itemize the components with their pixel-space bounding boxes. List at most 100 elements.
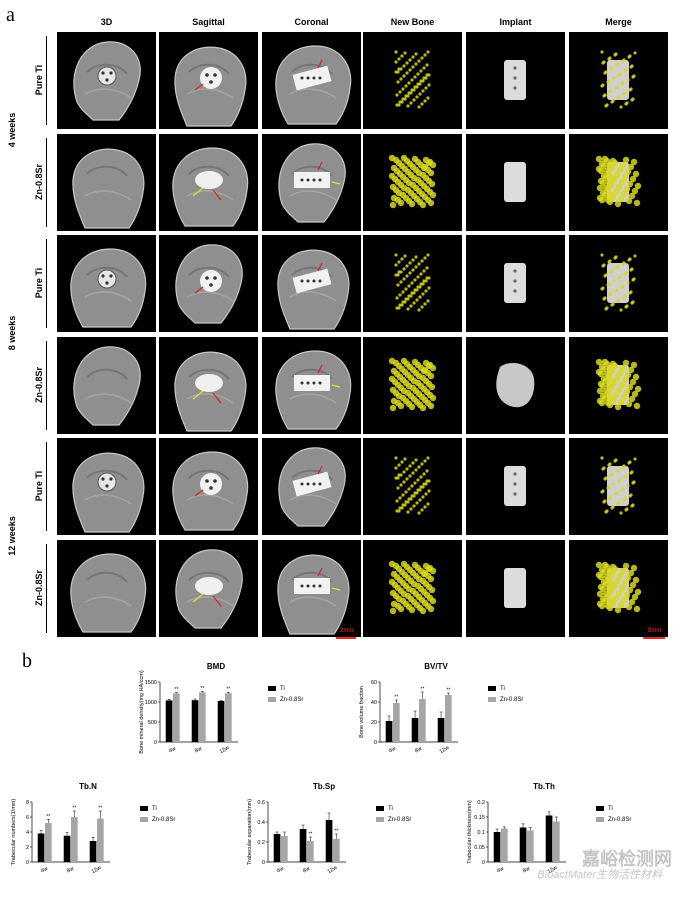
legend-label: Ti xyxy=(388,806,393,812)
image-cell xyxy=(363,337,462,434)
image-cell xyxy=(569,337,668,434)
image-coronal xyxy=(262,337,361,434)
image-new-bone xyxy=(388,154,437,209)
row-bracket-line xyxy=(46,138,47,227)
image-cell xyxy=(159,235,258,332)
image-implant xyxy=(504,162,526,202)
image-cell xyxy=(569,32,668,129)
image-merge xyxy=(595,358,642,411)
image-cell xyxy=(159,32,258,129)
image-3d xyxy=(57,438,156,535)
column-header-4: Implant xyxy=(499,17,532,27)
bar xyxy=(325,820,333,862)
image-cell xyxy=(363,540,462,637)
watermark-line1: 嘉峪检测网 xyxy=(582,849,672,869)
image-cell xyxy=(262,134,361,231)
row-label: Pure Ti xyxy=(34,470,44,501)
x-tick-label: 8w xyxy=(194,746,203,755)
week-label: 8 weeks xyxy=(7,315,17,351)
y-tick-label: 1500 xyxy=(145,680,157,686)
image-sagittal xyxy=(159,134,258,231)
image-new-bone xyxy=(388,560,437,615)
bar xyxy=(545,815,553,862)
bar xyxy=(333,839,340,862)
image-merge xyxy=(600,50,637,109)
image-cell xyxy=(569,235,668,332)
image-cell xyxy=(57,32,156,129)
significance-label: ** xyxy=(72,806,76,812)
bar xyxy=(71,817,78,862)
image-cell xyxy=(57,438,156,535)
row-bracket-line xyxy=(46,341,47,430)
y-axis-title: Bone volume fraction xyxy=(359,686,365,738)
y-axis-title: Trabecular thickness(mm) xyxy=(467,800,473,864)
column-header-5: Merge xyxy=(605,17,632,27)
image-implant xyxy=(504,60,526,100)
significance-label: ** xyxy=(420,687,424,693)
image-cell xyxy=(57,235,156,332)
y-tick-label: 500 xyxy=(148,720,157,726)
image-cell xyxy=(262,540,361,637)
image-cell xyxy=(363,235,462,332)
chart-title: BV/TV xyxy=(424,662,448,671)
legend-label: Zn-0.8Sr xyxy=(388,817,411,823)
image-cell xyxy=(159,337,258,434)
column-header-3: New Bone xyxy=(390,17,435,27)
bar xyxy=(191,700,199,742)
y-tick-label: 8 xyxy=(26,800,29,806)
bar xyxy=(199,692,206,742)
image-3d xyxy=(57,32,156,129)
column-header-1: Sagittal xyxy=(192,17,225,27)
week-label: 4 weeks xyxy=(7,112,17,148)
image-coronal xyxy=(262,32,361,129)
row-bracket-line xyxy=(46,36,47,125)
column-header-0: 3D xyxy=(100,17,113,27)
bar xyxy=(217,701,225,742)
image-3d xyxy=(57,337,156,434)
image-cell xyxy=(466,134,565,231)
row-label: Zn-0.8Sr xyxy=(34,366,44,403)
panel-b-letter: b xyxy=(22,650,32,672)
image-cell xyxy=(262,438,361,535)
x-tick-label: 12w xyxy=(219,745,231,755)
legend-swatch xyxy=(596,817,604,822)
image-implant xyxy=(504,466,526,506)
image-cell xyxy=(262,235,361,332)
image-cell xyxy=(466,32,565,129)
legend-label: Zn-0.8Sr xyxy=(500,697,523,703)
bar xyxy=(281,836,288,862)
scale-bar-5mm xyxy=(643,637,665,639)
legend-label: Ti xyxy=(280,686,285,692)
bar xyxy=(411,718,419,742)
y-tick-label: 2 xyxy=(26,845,29,851)
bar xyxy=(89,841,97,862)
legend-label: Zn-0.8Sr xyxy=(608,817,631,823)
chart-tb-n: 0 2 4 6 8 Trabecular numbers(1/mm) ** 4w ** 8w ** 1… xyxy=(11,799,175,876)
bar xyxy=(173,693,180,742)
image-cell xyxy=(466,540,565,637)
x-tick-label: 8w xyxy=(414,746,423,755)
x-tick-label: 4w xyxy=(168,746,177,755)
image-cell xyxy=(262,32,361,129)
legend-swatch xyxy=(140,817,148,822)
bar xyxy=(419,699,426,742)
image-coronal xyxy=(262,235,361,332)
chart-title: Tb.Th xyxy=(533,782,555,791)
bar xyxy=(445,695,452,742)
image-cell xyxy=(159,134,258,231)
y-tick-label: 4 xyxy=(26,830,29,836)
y-tick-label: 0.05 xyxy=(474,845,485,851)
y-tick-label: 0 xyxy=(482,860,485,866)
x-tick-label: 4w xyxy=(276,866,285,875)
image-cell xyxy=(569,540,668,637)
y-tick-label: 0.4 xyxy=(257,820,265,826)
image-cell xyxy=(569,438,668,535)
chart-title: BMD xyxy=(206,662,226,671)
image-implant xyxy=(496,363,535,408)
bar xyxy=(273,834,281,862)
image-cell xyxy=(159,540,258,637)
image-cell xyxy=(159,438,258,535)
legend-swatch xyxy=(488,686,496,691)
bar xyxy=(501,828,508,862)
